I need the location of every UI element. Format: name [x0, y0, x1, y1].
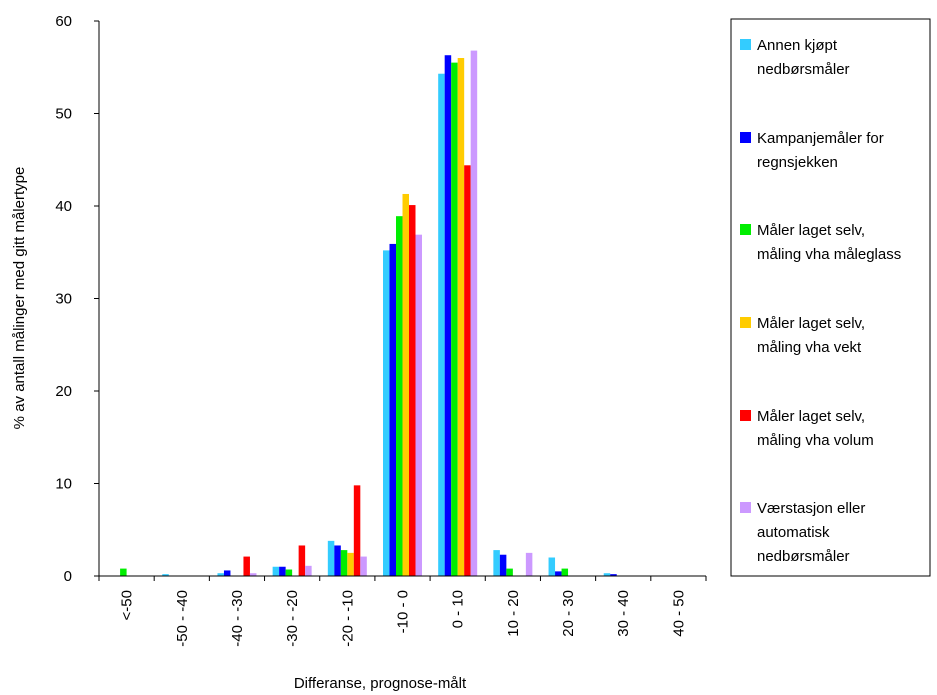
- x-tick-label: -50 - -40: [174, 590, 191, 647]
- y-tick-labels: 0 10 20 30 40 50 60: [55, 13, 72, 585]
- bar: [383, 250, 390, 576]
- bar: [360, 556, 367, 576]
- bar: [298, 545, 306, 576]
- bar: [389, 243, 396, 577]
- y-tick-label: 10: [55, 476, 72, 493]
- axes: [98, 21, 706, 577]
- bar: [402, 193, 409, 576]
- legend-swatch: [740, 502, 751, 513]
- bar: [457, 58, 465, 576]
- bar: [499, 554, 507, 576]
- x-tick-label: 10 - 20: [505, 590, 522, 637]
- bar: [272, 566, 280, 576]
- bar: [217, 573, 224, 576]
- legend-label: Værstasjon eller: [757, 500, 865, 517]
- bar: [162, 574, 169, 576]
- bar: [353, 485, 361, 576]
- bar: [561, 568, 569, 576]
- bar: [120, 568, 127, 576]
- x-tick-label: 30 - 40: [615, 590, 632, 637]
- legend-label: Måler laget selv,: [757, 222, 865, 239]
- x-tick-label: -30 - -20: [284, 590, 301, 647]
- legend-label: måling vha måleglass: [757, 246, 901, 263]
- bar: [506, 568, 513, 576]
- y-axis-title: % av antall målinger med gitt målertype: [11, 167, 28, 430]
- bar: [610, 574, 617, 576]
- bar: [279, 566, 286, 576]
- bar: [464, 165, 471, 577]
- bar: [603, 573, 611, 576]
- legend-label: nedbørsmåler: [757, 548, 850, 565]
- bar: [451, 62, 458, 576]
- legend-label: Måler laget selv,: [757, 408, 865, 425]
- x-tick-label: -10 - 0: [395, 590, 412, 633]
- legend: Annen kjøpt nedbørsmåler Kampanjemåler for…: [730, 18, 931, 577]
- legend-label: Annen kjøpt: [757, 37, 838, 54]
- x-axis-title: Differanse, prognose-målt: [294, 675, 467, 692]
- legend-swatch: [740, 224, 751, 235]
- legend-label: regnsjekken: [757, 154, 838, 171]
- bar: [340, 550, 348, 576]
- x-tick-labels: <-50 -50 - -40 -40 - -30 -30 - -20 -20 - -10…: [119, 590, 688, 647]
- bar: [243, 556, 250, 576]
- x-tick-label: -40 - -30: [229, 590, 246, 647]
- legend-swatch: [740, 317, 751, 328]
- y-tick-label: 0: [64, 568, 72, 585]
- bar: [249, 573, 257, 576]
- bar: [444, 55, 452, 577]
- x-tick-label: <-50: [119, 590, 136, 620]
- legend-label: måling vha volum: [757, 432, 874, 449]
- bar: [327, 540, 335, 576]
- bar: [493, 550, 500, 576]
- bar: [285, 569, 293, 576]
- legend-label: automatisk: [757, 524, 830, 541]
- bar: [555, 571, 562, 576]
- bar: [415, 234, 422, 577]
- legend-swatch: [740, 39, 751, 50]
- legend-swatch: [740, 132, 751, 143]
- bar: [396, 216, 403, 577]
- legend-label: nedbørsmåler: [757, 61, 850, 78]
- bar: [223, 570, 231, 576]
- x-tick-label: 20 - 30: [560, 590, 577, 637]
- bar: [347, 552, 354, 576]
- y-tick-marks: [94, 20, 707, 581]
- bar: [409, 205, 416, 576]
- y-tick-label: 50: [55, 106, 72, 123]
- legend-label: Kampanjemåler for: [757, 130, 884, 147]
- bars: [120, 50, 617, 577]
- bar: [334, 545, 341, 576]
- bar: [470, 50, 478, 577]
- bar: [548, 557, 556, 576]
- y-tick-label: 20: [55, 383, 72, 400]
- legend-label: Måler laget selv,: [757, 315, 865, 332]
- bar: [525, 552, 533, 576]
- x-tick-label: 40 - 50: [670, 590, 687, 637]
- x-tick-label: 0 - 10: [450, 590, 467, 628]
- legend-swatch: [740, 410, 751, 421]
- legend-label: måling vha vekt: [757, 339, 862, 356]
- x-tick-label: -20 - -10: [339, 590, 356, 647]
- bar: [305, 565, 312, 576]
- bar: [438, 73, 445, 576]
- y-tick-label: 30: [55, 291, 72, 308]
- legend-box: [730, 18, 931, 577]
- y-tick-label: 60: [55, 13, 72, 30]
- y-tick-label: 40: [55, 198, 72, 215]
